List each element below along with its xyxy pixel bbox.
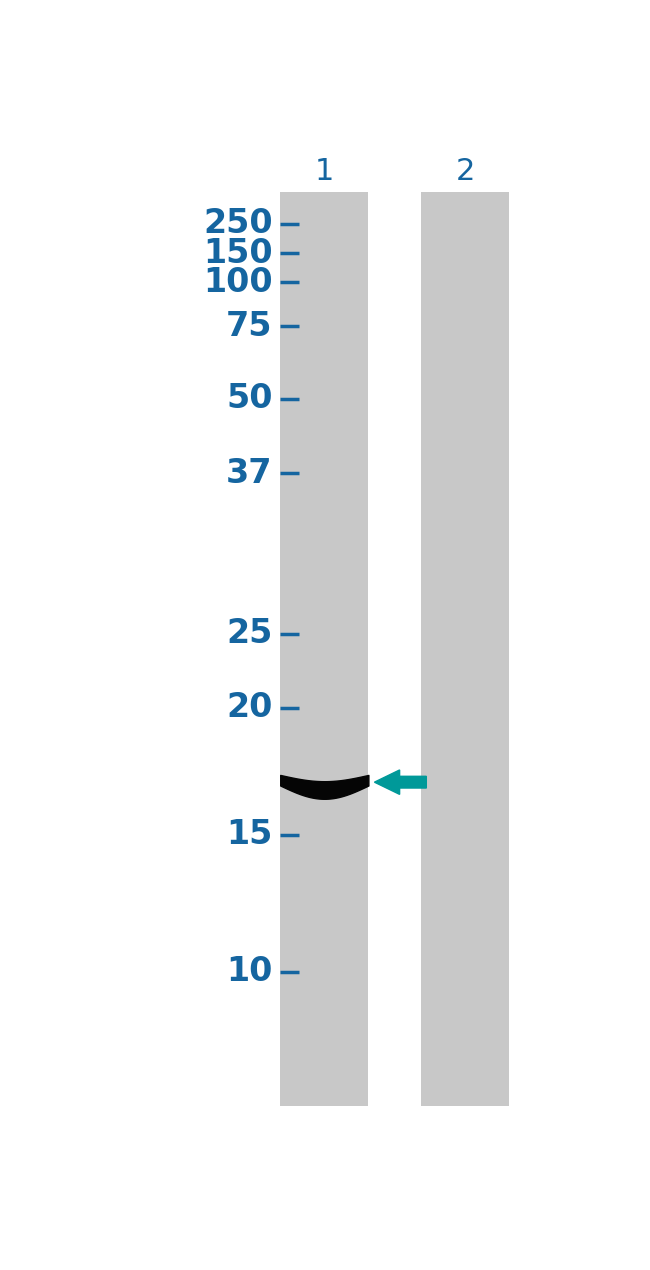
Bar	[280, 192, 369, 1106]
Text: 100: 100	[203, 265, 273, 298]
Text: 1: 1	[315, 157, 334, 187]
Text: 20: 20	[226, 691, 273, 724]
Bar	[421, 192, 510, 1106]
Text: 10: 10	[226, 955, 273, 988]
Text: 150: 150	[203, 236, 273, 269]
Text: 50: 50	[226, 382, 273, 415]
Text: 37: 37	[226, 457, 273, 490]
Text: 75: 75	[226, 310, 273, 343]
Text: 15: 15	[226, 818, 273, 851]
FancyArrow shape	[374, 770, 426, 795]
Text: 25: 25	[226, 617, 273, 650]
Text: 2: 2	[456, 157, 475, 187]
Text: 250: 250	[203, 207, 273, 240]
